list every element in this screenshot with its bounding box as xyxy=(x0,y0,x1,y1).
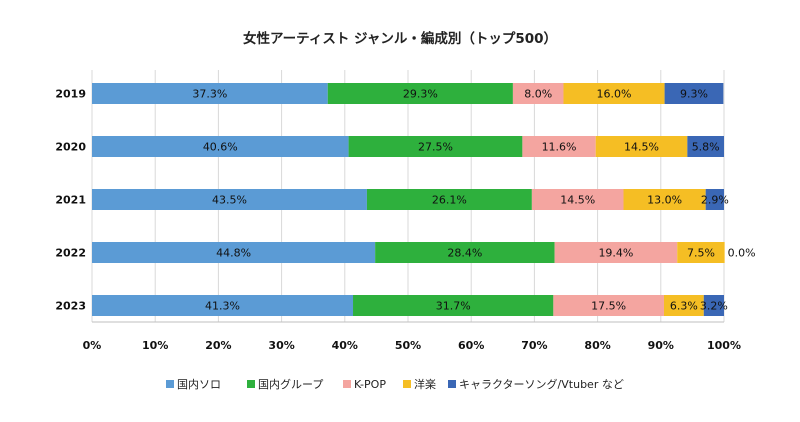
bar-segment xyxy=(553,295,664,316)
x-tick-label: 100% xyxy=(707,339,741,352)
data-label: 17.5% xyxy=(591,300,626,313)
x-axis-labels: 0% 10% 20% 30% 40% 50% 60% 70% 80% 90% 100% xyxy=(83,339,741,352)
legend-label: 国内グループ xyxy=(258,377,323,391)
bar-segment xyxy=(375,242,555,263)
legend-swatch xyxy=(448,380,456,388)
y-category-label: 2019 xyxy=(55,88,86,101)
bar-segment xyxy=(664,83,724,104)
bar-segment xyxy=(705,189,724,210)
bar-segment xyxy=(366,189,532,210)
legend-swatch xyxy=(343,380,351,388)
y-category-label: 2023 xyxy=(55,300,86,313)
bar-segment xyxy=(92,83,328,104)
y-category-label: 2020 xyxy=(55,141,86,154)
bar-segment xyxy=(348,136,523,157)
legend-label: K-POP xyxy=(354,378,386,391)
bar-segment xyxy=(92,136,349,157)
data-label: 16.0% xyxy=(597,88,632,101)
y-axis-labels: 2019 2020 2021 2022 2023 xyxy=(55,88,86,313)
data-label: 27.5% xyxy=(418,141,453,154)
legend-swatch xyxy=(403,380,411,388)
data-label: 13.0% xyxy=(647,194,682,207)
data-label: 44.8% xyxy=(216,247,251,260)
data-label: 0.0% xyxy=(728,247,756,260)
x-tick-label: 80% xyxy=(584,339,610,352)
bar-segment xyxy=(554,242,678,263)
chart-title: 女性アーティスト ジャンル・編成別（トップ500） xyxy=(243,30,557,47)
legend-label: キャラクターソング/Vtuber など xyxy=(459,377,624,391)
data-label: 14.5% xyxy=(624,141,659,154)
bar-segment xyxy=(522,136,596,157)
bar-segment xyxy=(353,295,554,316)
data-label: 37.3% xyxy=(192,88,227,101)
bar-segment xyxy=(623,189,706,210)
data-label: 6.3% xyxy=(670,300,698,313)
x-tick-label: 70% xyxy=(521,339,547,352)
legend: 国内ソロ 国内グループ K-POP 洋楽 キャラクターソング/Vtuber など xyxy=(166,377,624,391)
data-label: 9.3% xyxy=(680,88,708,101)
bar-segment xyxy=(327,83,513,104)
bar-segment xyxy=(687,136,724,157)
bar-segment xyxy=(512,83,564,104)
data-label: 41.3% xyxy=(205,300,240,313)
data-label: 43.5% xyxy=(212,194,247,207)
data-label: 40.6% xyxy=(203,141,238,154)
x-tick-label: 30% xyxy=(268,339,294,352)
data-label: 29.3% xyxy=(403,88,438,101)
legend-label: 洋楽 xyxy=(414,377,436,391)
bar-segment xyxy=(563,83,665,104)
x-tick-label: 90% xyxy=(648,339,674,352)
bar-segment xyxy=(703,295,724,316)
data-label: 28.4% xyxy=(447,247,482,260)
data-label: 5.8% xyxy=(692,141,720,154)
x-tick-label: 20% xyxy=(205,339,231,352)
x-tick-label: 0% xyxy=(83,339,102,352)
data-label: 2.9% xyxy=(701,194,729,207)
bars: 37.3% 29.3% 8.0% 16.0% 9.3% 40.6% 27.5% 11.6% 14… xyxy=(92,83,756,316)
bar-segment xyxy=(92,242,376,263)
legend-label: 国内ソロ xyxy=(177,377,221,391)
data-label: 8.0% xyxy=(524,88,552,101)
data-label: 14.5% xyxy=(560,194,595,207)
y-category-label: 2021 xyxy=(55,194,86,207)
bar-segment xyxy=(677,242,725,263)
bar-segment xyxy=(595,136,688,157)
bar-segment xyxy=(663,295,704,316)
legend-swatch xyxy=(247,380,255,388)
legend-swatch xyxy=(166,380,174,388)
x-tick-label: 10% xyxy=(142,339,168,352)
data-label: 31.7% xyxy=(436,300,471,313)
bar-segment xyxy=(92,189,367,210)
y-category-label: 2022 xyxy=(55,247,86,260)
x-tick-label: 40% xyxy=(332,339,358,352)
data-label: 19.4% xyxy=(598,247,633,260)
data-label: 11.6% xyxy=(542,141,577,154)
x-tick-label: 50% xyxy=(395,339,421,352)
x-tick-label: 60% xyxy=(458,339,484,352)
bar-segment xyxy=(531,189,624,210)
data-label: 26.1% xyxy=(432,194,467,207)
data-label: 7.5% xyxy=(687,247,715,260)
data-label: 3.2% xyxy=(700,300,728,313)
bar-segment xyxy=(92,295,354,316)
